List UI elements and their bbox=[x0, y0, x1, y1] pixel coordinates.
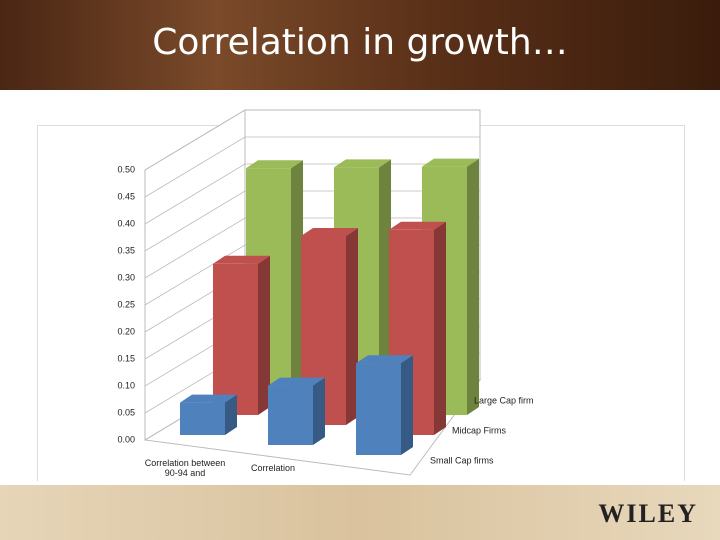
bar-side bbox=[434, 221, 446, 435]
legend-label: Large Cap firm bbox=[474, 395, 534, 405]
y-tick-label: 0.30 bbox=[117, 272, 135, 282]
y-tick-label: 0.25 bbox=[117, 299, 135, 309]
bar-side bbox=[291, 160, 303, 395]
y-tick-label: 0.50 bbox=[117, 164, 135, 174]
y-tick-label: 0.35 bbox=[117, 245, 135, 255]
grid-line bbox=[144, 163, 480, 225]
legend-label: Midcap Firms bbox=[452, 425, 507, 435]
grid-line bbox=[144, 190, 480, 252]
bar-front bbox=[356, 363, 401, 455]
bar bbox=[213, 255, 270, 415]
bar-top bbox=[334, 159, 391, 168]
bar-top bbox=[180, 394, 237, 403]
y-tick-label: 0.00 bbox=[117, 434, 135, 444]
bar-front bbox=[180, 402, 225, 435]
bar-top bbox=[422, 158, 479, 167]
bar-top bbox=[246, 160, 303, 169]
bar-side bbox=[313, 377, 325, 445]
y-tick-label: 0.20 bbox=[117, 326, 135, 336]
bar-top bbox=[268, 377, 325, 386]
grid-line bbox=[144, 109, 480, 171]
bar-side bbox=[401, 355, 413, 455]
grid-line bbox=[144, 217, 480, 279]
bar-top bbox=[213, 255, 270, 264]
y-tick-label: 0.15 bbox=[117, 353, 135, 363]
y-tick-label: 0.05 bbox=[117, 407, 135, 417]
bar-top bbox=[356, 355, 413, 364]
bar bbox=[356, 355, 413, 455]
bar-side bbox=[258, 255, 270, 415]
banner: Correlation in growth… bbox=[0, 0, 720, 90]
legend-label: Small Cap firms bbox=[430, 455, 494, 465]
bar-front bbox=[268, 385, 313, 445]
bar-side bbox=[467, 158, 479, 415]
slide-title: Correlation in growth… bbox=[152, 22, 568, 63]
bar bbox=[180, 394, 237, 435]
x-tick-label: Correlation between 90-94 and bbox=[144, 458, 226, 478]
footer: WILEY bbox=[0, 485, 720, 540]
bar bbox=[268, 377, 325, 445]
y-tick-label: 0.40 bbox=[117, 218, 135, 228]
bar-side bbox=[346, 228, 358, 425]
bar-side bbox=[379, 159, 391, 405]
bar-top bbox=[389, 221, 446, 230]
bar-front bbox=[213, 263, 258, 415]
logo: WILEY bbox=[598, 499, 698, 528]
bar-side bbox=[225, 394, 237, 435]
grid-line bbox=[144, 136, 480, 198]
bar-top bbox=[301, 228, 358, 236]
y-tick-label: 0.45 bbox=[117, 191, 135, 201]
y-tick-label: 0.10 bbox=[117, 380, 135, 390]
x-tick-label: Correlation bbox=[250, 463, 296, 473]
